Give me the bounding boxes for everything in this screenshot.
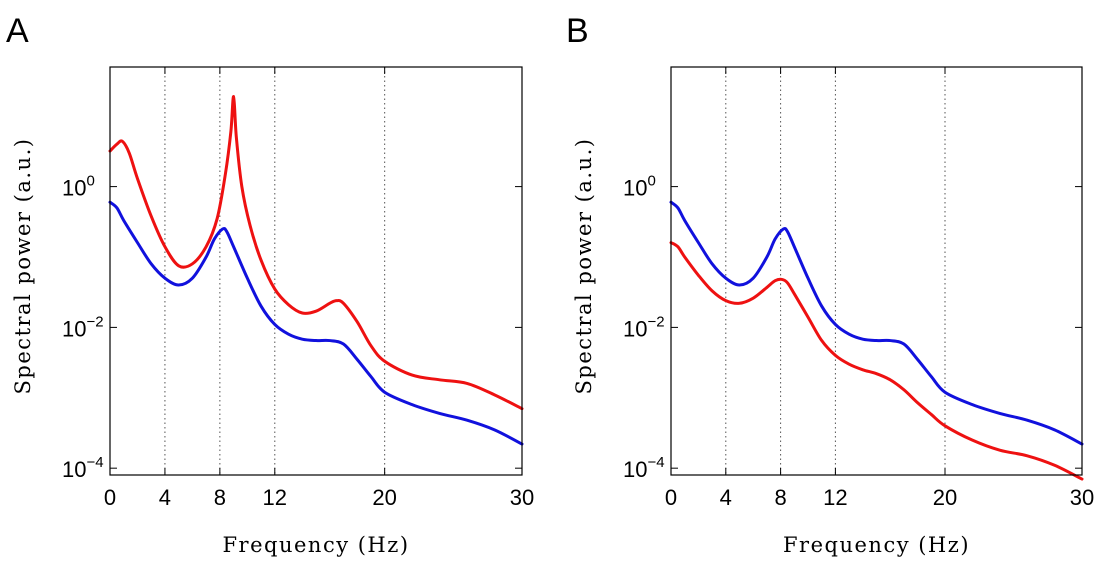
- y-axis-title: Spectral power (a.u.): [572, 138, 596, 395]
- y-tick-label: 10−2: [623, 313, 665, 341]
- x-tick-label: 0: [104, 485, 116, 510]
- series-line: [669, 241, 1084, 481]
- y-tick-exponent: 0: [86, 173, 94, 190]
- panel-letter-b: B: [566, 12, 589, 50]
- y-tick-base: 10: [623, 457, 647, 482]
- x-tick-label: 20: [372, 485, 396, 510]
- x-tick-label: 30: [510, 485, 534, 510]
- y-tick-label: 100: [623, 173, 656, 201]
- x-tick-label: 8: [774, 485, 786, 510]
- x-tick-label: 30: [1070, 485, 1094, 510]
- y-tick-exponent: 0: [647, 173, 655, 190]
- x-tick-label: 4: [159, 485, 171, 510]
- panel-letter-a: A: [6, 12, 29, 50]
- x-tick-label: 8: [214, 485, 226, 510]
- y-tick-label: 10−2: [62, 313, 104, 341]
- y-tick-base: 10: [62, 316, 86, 341]
- y-tick-base: 10: [623, 176, 647, 201]
- y-tick-exponent: −2: [647, 313, 664, 330]
- y-tick-exponent: −4: [86, 454, 103, 471]
- series-line: [108, 95, 524, 411]
- y-axis-title: Spectral power (a.u.): [11, 138, 35, 395]
- y-tick-base: 10: [62, 176, 86, 201]
- x-tick-label: 12: [263, 485, 287, 510]
- y-tick-exponent: −2: [86, 313, 103, 330]
- y-tick-label: 10−4: [623, 454, 665, 482]
- y-tick-exponent: −4: [647, 454, 664, 471]
- y-tick-label: 100: [62, 173, 95, 201]
- x-axis-title: Frequency (Hz): [783, 533, 970, 557]
- x-tick-label: 20: [933, 485, 957, 510]
- y-tick-base: 10: [623, 316, 647, 341]
- axes-frame: [109, 66, 523, 476]
- x-axis-title: Frequency (Hz): [222, 533, 409, 557]
- series-line: [669, 200, 1084, 446]
- axes-frame: [670, 66, 1083, 476]
- x-tick-label: 12: [823, 485, 847, 510]
- series-line: [108, 200, 524, 446]
- y-tick-label: 10−4: [62, 454, 104, 482]
- x-tick-label: 0: [665, 485, 677, 510]
- x-tick-label: 4: [720, 485, 732, 510]
- y-tick-base: 10: [62, 457, 86, 482]
